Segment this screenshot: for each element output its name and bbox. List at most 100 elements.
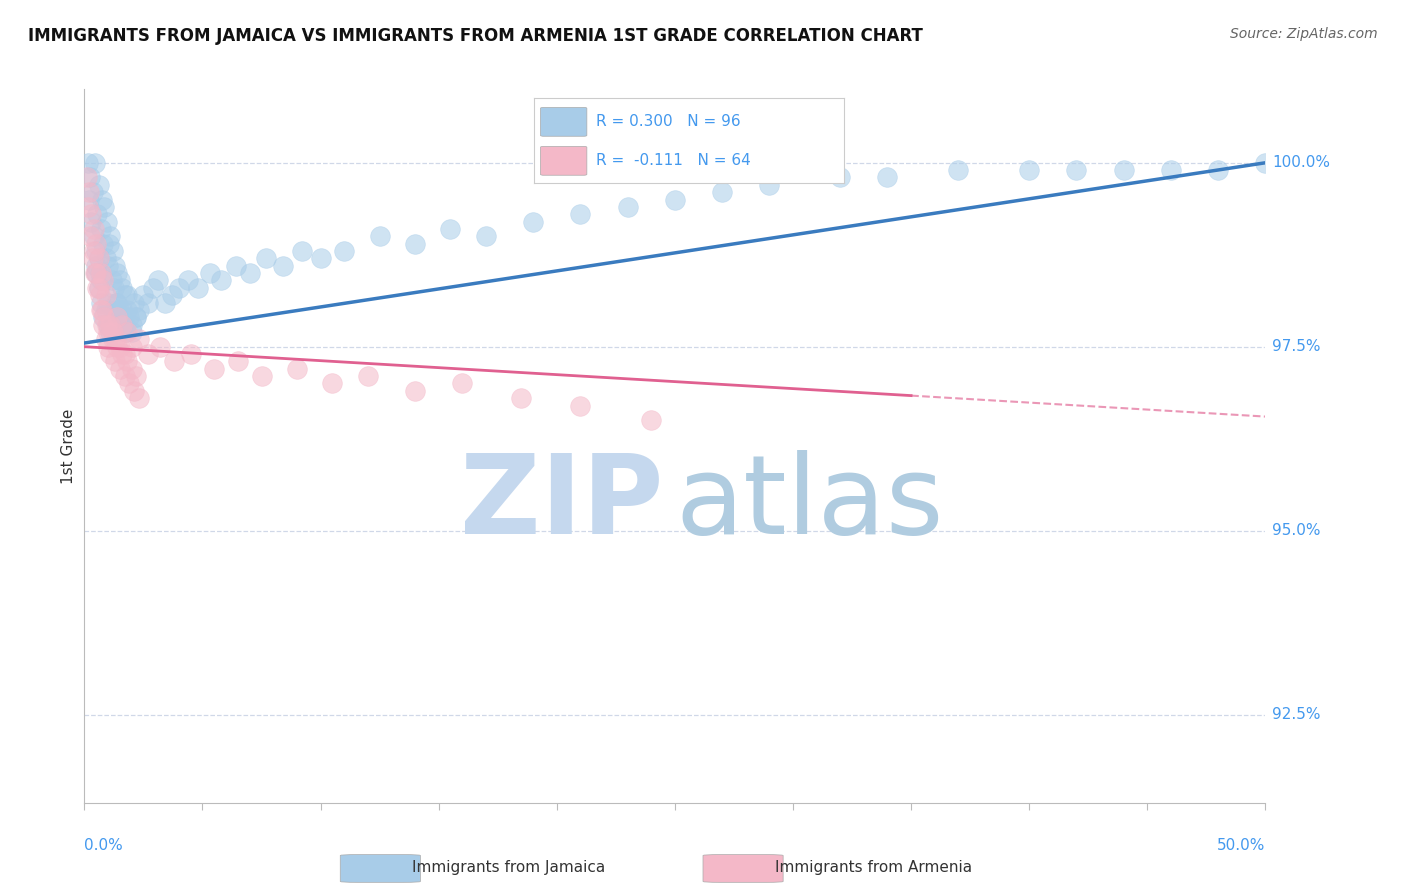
Point [125, 310, 148, 325]
Point [97, 295, 120, 310]
Point [128, 332, 150, 346]
Point [202, 361, 225, 376]
Point [96, 318, 118, 332]
Point [711, 185, 734, 199]
Point [250, 369, 273, 384]
Point [107, 340, 129, 354]
Point [97, 259, 120, 273]
Point [1066, 163, 1088, 178]
Point [160, 288, 183, 302]
Point [79, 170, 101, 185]
Point [111, 347, 134, 361]
Point [101, 332, 124, 346]
Point [569, 399, 592, 413]
Point [91, 302, 114, 317]
Point [333, 244, 356, 258]
Point [664, 193, 686, 207]
Point [830, 170, 852, 185]
Point [114, 347, 136, 361]
Point [107, 302, 129, 317]
Point [104, 332, 127, 346]
Text: 0.0%: 0.0% [84, 838, 124, 854]
Point [94, 252, 117, 266]
Point [149, 340, 172, 354]
Point [91, 193, 114, 207]
Point [758, 178, 780, 192]
Point [82, 252, 104, 266]
Point [94, 302, 117, 317]
Point [94, 288, 117, 302]
Point [180, 347, 202, 361]
Point [136, 347, 159, 361]
Point [114, 318, 136, 332]
Point [121, 361, 143, 376]
Text: ZIP: ZIP [460, 450, 664, 557]
Point [125, 369, 148, 384]
Text: 92.5%: 92.5% [1272, 707, 1320, 722]
Y-axis label: 1st Grade: 1st Grade [60, 409, 76, 483]
Point [510, 391, 533, 405]
Point [122, 295, 145, 310]
Point [86, 281, 108, 295]
Point [86, 207, 108, 221]
Point [97, 318, 120, 332]
Point [93, 310, 115, 325]
Point [84, 236, 107, 251]
Point [226, 354, 249, 368]
Point [90, 222, 112, 236]
Point [103, 281, 125, 295]
Point [87, 281, 110, 295]
Point [128, 302, 150, 317]
Point [84, 266, 107, 280]
Point [89, 288, 111, 302]
Point [187, 281, 209, 295]
Point [291, 244, 314, 258]
Point [89, 266, 111, 280]
Point [91, 310, 114, 325]
Point [177, 273, 200, 287]
Point [90, 266, 112, 280]
Point [153, 295, 176, 310]
Point [83, 222, 105, 236]
Point [121, 325, 143, 339]
Point [1018, 163, 1040, 178]
Text: 100.0%: 100.0% [1272, 155, 1330, 170]
Point [132, 288, 155, 302]
Point [111, 302, 134, 317]
Point [128, 391, 150, 405]
Point [1160, 163, 1182, 178]
Point [110, 310, 132, 325]
Point [107, 266, 129, 280]
Point [569, 207, 592, 221]
Point [87, 252, 110, 266]
Point [101, 325, 124, 339]
Point [876, 170, 898, 185]
Point [1254, 155, 1277, 169]
Point [97, 340, 120, 354]
Point [114, 369, 136, 384]
Text: Immigrants from Armenia: Immigrants from Armenia [775, 860, 972, 875]
Text: Immigrants from Jamaica: Immigrants from Jamaica [412, 860, 605, 875]
Point [121, 318, 143, 332]
Point [522, 214, 544, 228]
Point [107, 295, 129, 310]
Point [475, 229, 498, 244]
Point [83, 244, 105, 258]
Point [104, 354, 127, 368]
Point [90, 273, 112, 287]
Point [439, 222, 461, 236]
Point [84, 244, 107, 258]
Point [111, 281, 134, 295]
Point [108, 361, 131, 376]
Point [77, 200, 100, 214]
Point [239, 266, 262, 280]
FancyBboxPatch shape [540, 146, 586, 175]
Point [98, 325, 121, 339]
Text: 95.0%: 95.0% [1272, 523, 1320, 538]
Text: 50.0%: 50.0% [1218, 838, 1265, 854]
Point [91, 273, 114, 287]
Point [118, 376, 141, 391]
Point [114, 325, 136, 339]
Text: Source: ZipAtlas.com: Source: ZipAtlas.com [1230, 27, 1378, 41]
Point [198, 266, 221, 280]
